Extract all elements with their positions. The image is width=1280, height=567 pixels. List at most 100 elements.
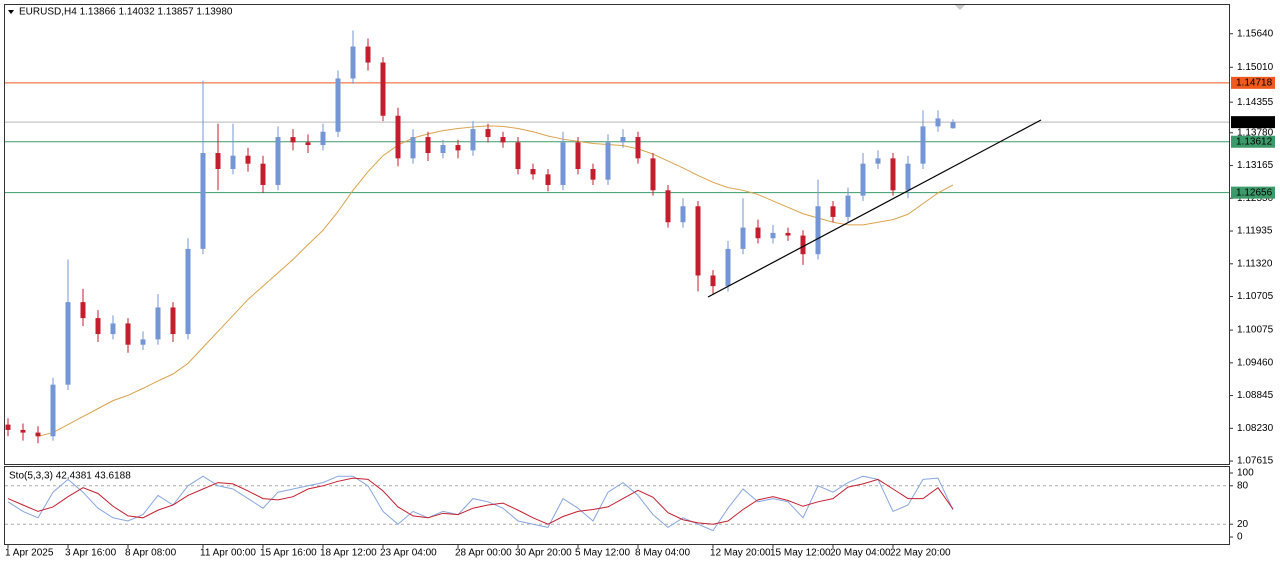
level-label-box xyxy=(1231,76,1275,89)
candle-body xyxy=(215,153,221,170)
candle-body xyxy=(95,318,101,335)
candle-body xyxy=(365,46,371,63)
level-label-box xyxy=(1231,186,1275,199)
candle-body xyxy=(185,248,191,335)
candle-body xyxy=(830,206,836,217)
candle-body xyxy=(455,145,461,151)
candle-body xyxy=(575,142,581,170)
y-tick-label: 1.08230 xyxy=(1237,423,1274,434)
candle-body xyxy=(470,129,476,151)
candle-body xyxy=(245,155,251,164)
y-tick-label: 1.15640 xyxy=(1237,28,1274,39)
candle-body xyxy=(920,126,926,164)
sub-panel xyxy=(4,466,1230,545)
candle-body xyxy=(935,118,941,127)
x-tick-label: 15 May 12:00 xyxy=(770,548,831,559)
level-label: 1.12656 xyxy=(1236,187,1273,198)
candle-body xyxy=(680,206,686,223)
level-label-box xyxy=(1231,135,1275,148)
y-tick-label: 1.10075 xyxy=(1237,325,1274,336)
candle-body xyxy=(845,195,851,217)
y-tick-label: 100 xyxy=(1237,468,1254,479)
y-tick-label: 1.15010 xyxy=(1237,62,1274,73)
x-tick-label: 12 May 20:00 xyxy=(710,548,771,559)
x-tick-label: 28 Apr 00:00 xyxy=(455,548,512,559)
candle-body xyxy=(275,137,281,185)
candle-body xyxy=(770,232,776,239)
candle-body xyxy=(590,169,596,180)
candle-body xyxy=(5,424,11,430)
level-label: 1.13980 xyxy=(1236,117,1273,128)
candle-body xyxy=(815,206,821,255)
candle-body xyxy=(380,62,386,116)
y-tick-label: 1.14355 xyxy=(1237,97,1274,108)
candle-body xyxy=(500,137,506,143)
x-tick-label: 11 Apr 00:00 xyxy=(200,548,256,559)
candle-body xyxy=(35,432,41,437)
candle-body xyxy=(890,158,896,191)
indicator-title: Sto(5,3,3) 42.4381 43.6188 xyxy=(9,471,131,482)
y-tick-label: 1.07615 xyxy=(1237,456,1274,467)
candle-body xyxy=(545,174,551,185)
candle-body xyxy=(200,153,206,249)
candle-body xyxy=(875,158,881,164)
level-label-box xyxy=(1231,116,1275,129)
candle-body xyxy=(50,384,56,437)
y-tick-label: 1.13165 xyxy=(1237,160,1274,171)
y-tick-label: 80 xyxy=(1237,480,1249,491)
candle-body xyxy=(860,163,866,196)
candle-body xyxy=(710,275,716,287)
candle-body xyxy=(65,302,71,385)
candle-body xyxy=(335,78,341,132)
x-tick-label: 18 Apr 12:00 xyxy=(320,548,377,559)
candle-body xyxy=(605,142,611,180)
trendline xyxy=(707,119,1042,298)
candle-body xyxy=(695,206,701,276)
y-tick-label: 1.10705 xyxy=(1237,291,1274,302)
menu-arrow[interactable] xyxy=(8,10,14,14)
candle-body xyxy=(485,129,491,138)
x-tick-label: 15 Apr 16:00 xyxy=(260,548,317,559)
x-tick-label: 8 May 04:00 xyxy=(635,548,690,559)
candle-body xyxy=(290,137,296,143)
candle-body xyxy=(740,227,746,249)
candle-body xyxy=(635,137,641,159)
main-panel xyxy=(4,4,1230,465)
candle-body xyxy=(425,137,431,154)
y-tick-label: 20 xyxy=(1237,519,1249,530)
stochastic-line xyxy=(7,475,954,532)
level-label: 1.13612 xyxy=(1236,136,1273,147)
candle-body xyxy=(905,163,911,191)
candle-body xyxy=(155,307,161,340)
candle-body xyxy=(110,323,116,335)
candle-body xyxy=(725,248,731,287)
candle-body xyxy=(305,142,311,146)
candle-body xyxy=(395,115,401,159)
y-tick-label: 1.13780 xyxy=(1237,127,1274,138)
chart-title: EURUSD,H4 1.13866 1.14032 1.13857 1.1398… xyxy=(19,7,233,18)
candle-body xyxy=(320,131,326,146)
x-tick-label: 8 Apr 08:00 xyxy=(125,548,177,559)
candle-body xyxy=(410,137,416,159)
candle-body xyxy=(440,145,446,154)
x-tick-label: 3 Apr 16:00 xyxy=(65,548,117,559)
y-tick-label: 1.11320 xyxy=(1237,258,1273,269)
candle-body xyxy=(140,339,146,345)
candle-body xyxy=(560,142,566,185)
level-label: 1.14718 xyxy=(1236,77,1273,88)
moving-average xyxy=(37,125,954,437)
candle-body xyxy=(80,302,86,319)
candle-body xyxy=(620,137,626,143)
candle-body xyxy=(800,235,806,255)
y-tick-label: 1.09460 xyxy=(1237,357,1274,368)
candle-body xyxy=(515,142,521,170)
candle-body xyxy=(665,190,671,223)
stochastic-line xyxy=(7,477,954,525)
candle-body xyxy=(755,227,761,239)
candle-body xyxy=(170,307,176,335)
x-tick-label: 23 Apr 04:00 xyxy=(380,548,437,559)
candle-body xyxy=(20,429,26,433)
candle-body xyxy=(350,46,356,79)
